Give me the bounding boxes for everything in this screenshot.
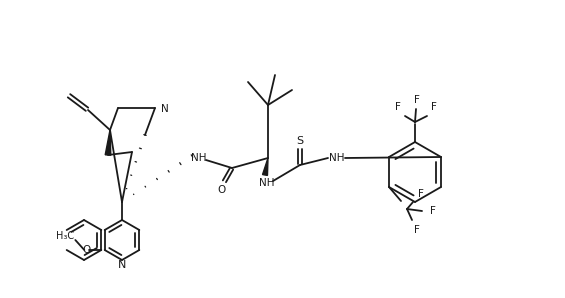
- Text: F: F: [414, 225, 420, 235]
- Text: F: F: [418, 189, 424, 199]
- Text: S: S: [297, 136, 303, 146]
- Text: F: F: [430, 206, 436, 216]
- Text: NH: NH: [259, 178, 275, 188]
- Polygon shape: [105, 130, 111, 155]
- Text: NH: NH: [191, 153, 207, 163]
- Text: N: N: [118, 260, 126, 270]
- Text: H₃C: H₃C: [56, 231, 75, 241]
- Text: F: F: [414, 95, 420, 105]
- Text: O: O: [82, 245, 90, 255]
- Text: F: F: [431, 102, 437, 112]
- Text: F: F: [395, 102, 401, 112]
- Text: N: N: [161, 104, 169, 114]
- Text: NH: NH: [329, 153, 345, 163]
- Text: O: O: [218, 185, 226, 195]
- Polygon shape: [263, 158, 268, 176]
